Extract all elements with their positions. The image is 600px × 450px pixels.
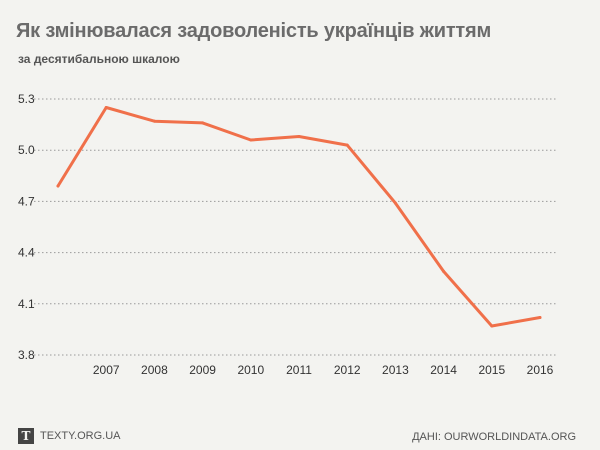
data-point — [393, 201, 397, 205]
brand-text: TEXTY.ORG.UA — [40, 430, 121, 442]
x-tick-label: 2016 — [527, 363, 554, 377]
x-tick-label: 2011 — [286, 363, 312, 377]
y-tick-label: 5.0 — [18, 143, 35, 157]
chart-subtitle: за десятибальною шкалою — [18, 52, 180, 66]
brand[interactable]: T TEXTY.ORG.UA — [18, 428, 120, 444]
data-point — [297, 135, 301, 139]
data-point — [442, 269, 446, 273]
x-tick-label: 2015 — [478, 363, 505, 377]
x-tick-label: 2010 — [237, 363, 264, 377]
chart-title: Як змінювалася задоволеність українців ж… — [16, 20, 492, 42]
line-chart: 3.8 4.1 4.4 4.7 5.0 5.3 2007 2008 2009 2010 2011 20… — [18, 92, 558, 377]
y-tick-label: 5.3 — [18, 92, 35, 106]
data-point — [56, 184, 60, 188]
data-point — [538, 315, 542, 319]
data-point — [201, 121, 205, 125]
data-source: ДАНІ: OURWORLDINDATA.ORG — [412, 431, 576, 443]
x-tick-label: 2012 — [334, 363, 361, 377]
data-point — [249, 138, 253, 142]
x-tick-label: 2014 — [430, 363, 457, 377]
y-tick-label: 3.8 — [18, 348, 35, 362]
texty-logo-icon: T — [18, 428, 34, 444]
x-tick-label: 2009 — [189, 363, 216, 377]
x-tick-label: 2008 — [141, 363, 168, 377]
series-line — [56, 106, 542, 328]
data-point — [152, 119, 156, 123]
x-tick-label: 2007 — [93, 363, 120, 377]
footer: T TEXTY.ORG.UA ДАНІ: OURWORLDINDATA.ORG — [0, 422, 600, 450]
data-point — [490, 324, 494, 328]
data-point — [345, 143, 349, 147]
y-tick-label: 4.1 — [18, 297, 35, 311]
x-tick-label: 2013 — [382, 363, 409, 377]
data-point — [104, 106, 108, 110]
y-tick-label: 4.4 — [18, 246, 35, 260]
y-tick-label: 4.7 — [18, 194, 35, 208]
